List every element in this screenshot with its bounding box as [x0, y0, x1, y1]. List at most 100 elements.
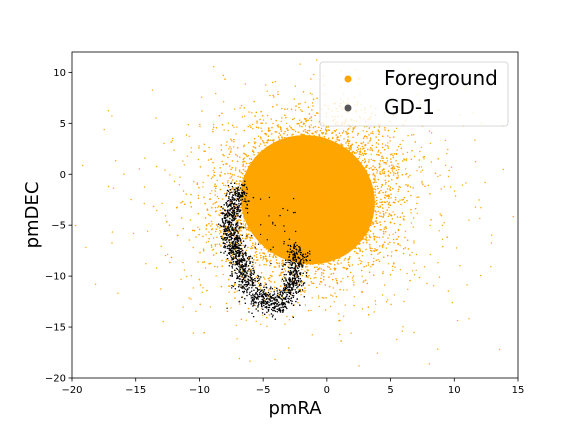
foreground-point: [315, 242, 317, 244]
foreground-point: [311, 191, 314, 193]
foreground-point: [275, 201, 278, 204]
foreground-point: [252, 151, 255, 153]
foreground-point: [272, 255, 274, 258]
foreground-point: [266, 146, 268, 149]
foreground-point: [294, 176, 297, 178]
foreground-point: [314, 144, 316, 146]
foreground-point: [272, 200, 275, 202]
foreground-point: [333, 189, 336, 191]
foreground-point: [409, 186, 412, 188]
foreground-point: [242, 244, 244, 247]
foreground-point: [383, 148, 386, 151]
foreground-point: [314, 203, 317, 205]
foreground-point: [343, 210, 346, 213]
foreground-point: [312, 263, 314, 266]
foreground-point: [361, 209, 364, 212]
foreground-point: [308, 147, 311, 149]
foreground-point: [280, 140, 282, 143]
foreground-point: [329, 212, 332, 214]
foreground-point: [391, 164, 393, 166]
foreground-point: [270, 251, 272, 253]
foreground-point: [314, 136, 317, 139]
foreground-point: [274, 200, 277, 202]
foreground-point: [347, 129, 349, 131]
foreground-point: [264, 187, 267, 189]
foreground-point: [384, 194, 387, 196]
foreground-point: [286, 223, 288, 226]
foreground-point: [281, 107, 283, 110]
foreground-point: [329, 156, 332, 158]
foreground-point: [373, 188, 375, 190]
foreground-point: [264, 222, 266, 224]
foreground-point: [300, 148, 302, 151]
foreground-point: [326, 206, 328, 209]
foreground-point: [323, 135, 326, 138]
foreground-point: [280, 130, 283, 132]
foreground-point: [416, 202, 418, 205]
foreground-point: [349, 216, 351, 218]
foreground-point: [267, 135, 270, 137]
foreground-point: [338, 223, 341, 225]
foreground-point: [277, 195, 280, 198]
foreground-point: [324, 167, 327, 169]
foreground-point: [384, 226, 387, 228]
foreground-point: [317, 236, 319, 239]
foreground-point: [373, 237, 376, 239]
foreground-point: [320, 168, 322, 171]
foreground-point: [210, 233, 212, 236]
foreground-point: [257, 162, 260, 164]
foreground-point: [252, 210, 255, 213]
foreground-point: [350, 208, 352, 210]
foreground-point: [404, 247, 407, 249]
foreground-point: [377, 187, 379, 190]
foreground-point: [315, 161, 318, 163]
foreground-point: [249, 239, 251, 242]
foreground-point: [295, 207, 298, 210]
foreground-point: [306, 223, 309, 226]
foreground-point: [272, 215, 274, 218]
foreground-point: [333, 259, 335, 262]
foreground-point: [430, 218, 432, 221]
foreground-point: [258, 180, 261, 183]
foreground-point: [277, 163, 280, 165]
foreground-point: [213, 174, 215, 176]
foreground-point: [320, 268, 323, 270]
foreground-point: [270, 190, 272, 192]
foreground-point: [353, 215, 356, 218]
foreground-point: [274, 237, 277, 240]
foreground-point: [338, 235, 340, 237]
foreground-point: [262, 164, 265, 167]
foreground-point: [256, 189, 258, 192]
foreground-point: [382, 215, 385, 218]
foreground-point: [296, 163, 298, 165]
foreground-point: [313, 190, 316, 192]
foreground-point: [253, 183, 256, 185]
foreground-point: [293, 174, 296, 176]
foreground-point: [382, 191, 384, 194]
foreground-point: [292, 175, 295, 178]
foreground-point: [307, 148, 310, 151]
foreground-point: [286, 141, 288, 144]
foreground-point: [284, 130, 286, 133]
foreground-point: [243, 152, 245, 155]
foreground-point: [320, 191, 322, 194]
foreground-point: [197, 261, 199, 263]
foreground-point: [313, 175, 315, 177]
foreground-point: [365, 241, 368, 244]
foreground-point: [257, 151, 260, 154]
foreground-point: [325, 130, 328, 132]
foreground-point: [359, 194, 362, 196]
foreground-point: [337, 136, 339, 138]
foreground-point: [282, 222, 285, 224]
foreground-point: [297, 196, 300, 199]
foreground-point: [277, 193, 279, 196]
foreground-point: [271, 175, 274, 178]
foreground-point: [305, 243, 307, 246]
foreground-point: [215, 210, 217, 212]
foreground-point: [294, 185, 297, 188]
foreground-point: [326, 148, 329, 150]
foreground-point: [335, 227, 337, 230]
foreground-point: [341, 154, 344, 156]
foreground-point: [385, 227, 388, 230]
foreground-point: [263, 187, 265, 189]
